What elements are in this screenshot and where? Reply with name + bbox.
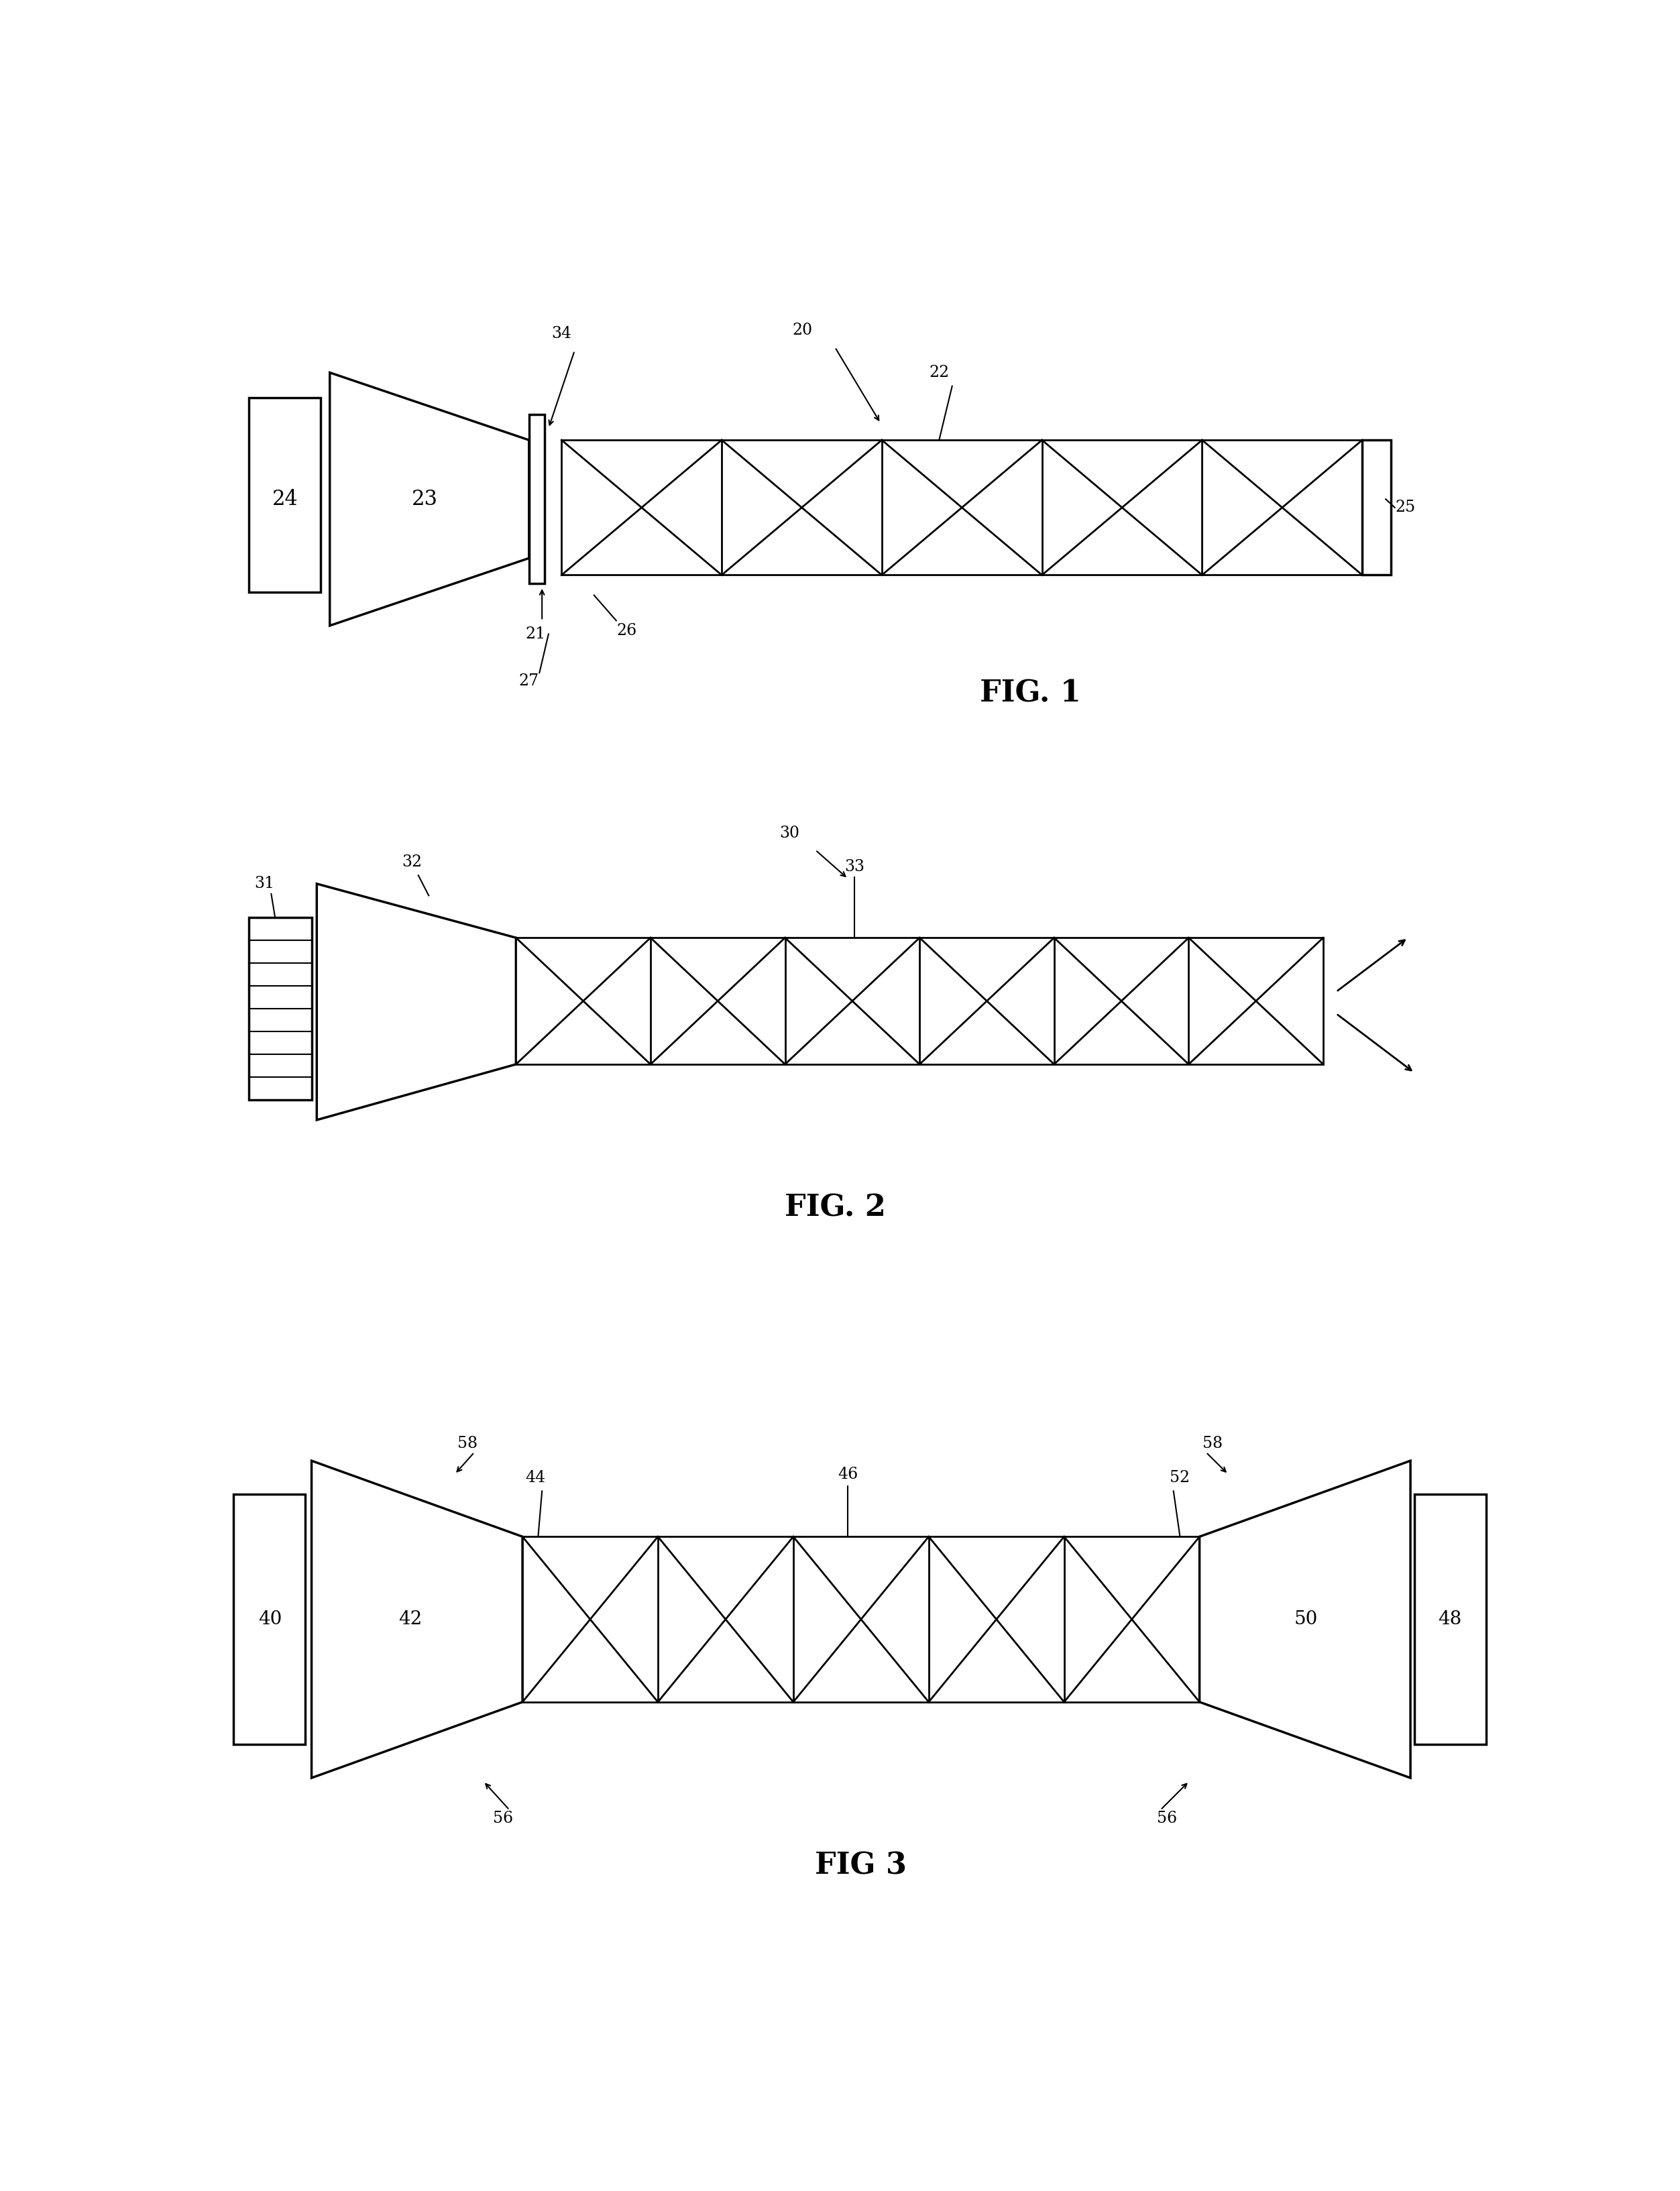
- Bar: [1362, 440, 1391, 574]
- Text: 31: 31: [255, 876, 276, 892]
- Text: 23: 23: [412, 489, 438, 511]
- Bar: [249, 918, 311, 1100]
- Text: 52: 52: [1169, 1470, 1189, 1485]
- Text: 24: 24: [272, 489, 299, 511]
- Text: FIG 3: FIG 3: [815, 1851, 907, 1880]
- Bar: [561, 440, 1362, 574]
- Bar: [529, 414, 544, 583]
- Text: 22: 22: [929, 366, 949, 381]
- Text: 34: 34: [551, 326, 571, 342]
- Text: 33: 33: [845, 859, 865, 874]
- Polygon shape: [329, 372, 529, 627]
- Text: 58: 58: [1203, 1435, 1223, 1453]
- Polygon shape: [1200, 1461, 1411, 1777]
- Text: 25: 25: [1394, 500, 1415, 515]
- Text: 56: 56: [1158, 1810, 1178, 1825]
- Text: 58: 58: [457, 1435, 477, 1453]
- Text: 42: 42: [398, 1610, 422, 1628]
- Bar: [522, 1536, 1200, 1702]
- Text: 50: 50: [1294, 1610, 1319, 1628]
- Text: 44: 44: [526, 1470, 546, 1485]
- Text: 40: 40: [259, 1610, 282, 1628]
- Text: 46: 46: [838, 1466, 858, 1481]
- Bar: [249, 399, 321, 592]
- Text: 56: 56: [492, 1810, 512, 1825]
- Text: 32: 32: [402, 854, 422, 870]
- Text: 21: 21: [526, 627, 546, 642]
- Polygon shape: [311, 1461, 522, 1777]
- Bar: [516, 938, 1324, 1065]
- Text: 26: 26: [617, 622, 637, 638]
- Text: 48: 48: [1438, 1610, 1462, 1628]
- Polygon shape: [318, 883, 516, 1120]
- Bar: [234, 1494, 306, 1744]
- Text: 30: 30: [780, 826, 800, 841]
- Bar: [1415, 1494, 1487, 1744]
- Text: FIG. 1: FIG. 1: [979, 679, 1080, 708]
- Text: 27: 27: [519, 673, 539, 688]
- Text: 20: 20: [793, 322, 813, 337]
- Text: FIG. 2: FIG. 2: [785, 1194, 885, 1223]
